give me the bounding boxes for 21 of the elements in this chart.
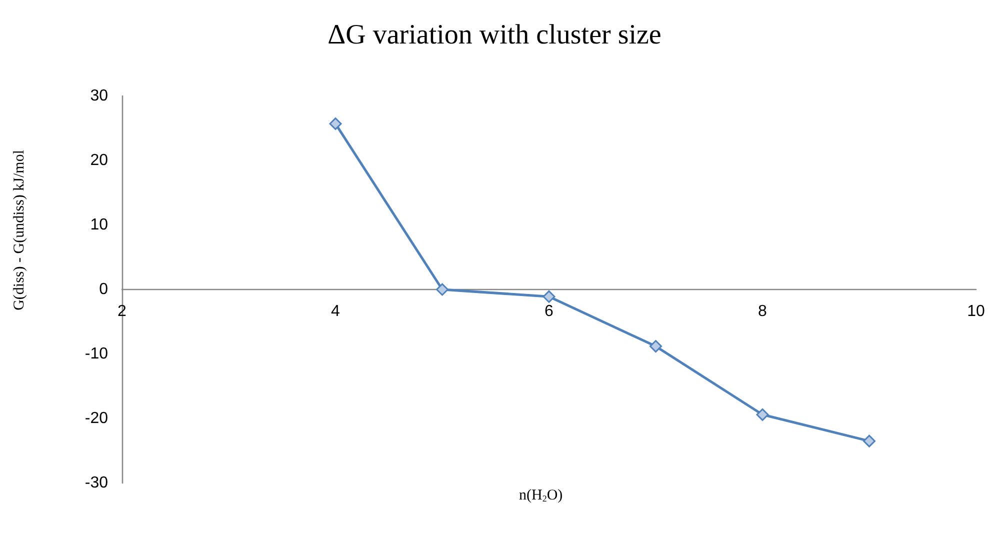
x-axis-title: n(H2O) <box>519 488 563 504</box>
y-tick-label: 10 <box>90 216 108 234</box>
y-tick-label: -10 <box>84 346 108 362</box>
x-tick-label: 6 <box>544 303 554 320</box>
chart-title: ΔG variation with cluster size <box>328 20 662 50</box>
x-tick-label: 4 <box>331 303 340 320</box>
x-tick-label: 8 <box>758 303 768 320</box>
x-tick-label: 2 <box>118 303 127 320</box>
point <box>542 290 556 303</box>
point <box>863 434 876 448</box>
y-tick-label: 0 <box>99 281 108 298</box>
point <box>650 340 662 353</box>
point <box>329 117 342 130</box>
point <box>436 283 448 296</box>
point <box>756 408 769 421</box>
x-tick-label: 10 <box>967 303 985 320</box>
y-tick-label: -30 <box>84 474 108 492</box>
y-tick-label: 30 <box>90 88 108 104</box>
y-axis-title: G(diss) - G(undiss) kJ/mol <box>12 150 28 310</box>
y-tick-label: -20 <box>84 410 108 427</box>
y-tick-label: 20 <box>90 152 108 169</box>
